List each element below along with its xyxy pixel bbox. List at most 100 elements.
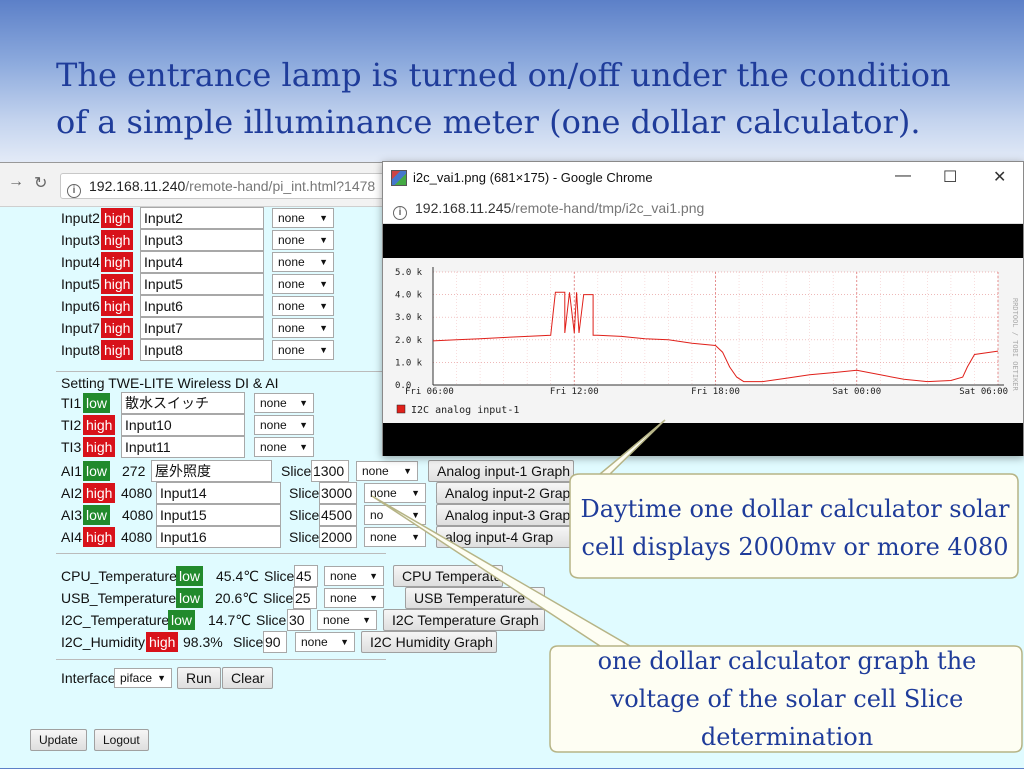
slice-field[interactable]: 1300 [311,460,349,482]
sensor-mode-select[interactable]: none ▼ [317,610,377,630]
ti-mode-select-value: none [260,440,287,454]
ai-name-field[interactable]: Input14 [156,482,281,504]
input-name-field[interactable]: Input7 [140,317,264,339]
slice-label: Slice [233,634,264,650]
input-mode-select[interactable]: none ▼ [272,318,334,338]
main-address-bar[interactable]: i 192.168.11.240/remote-hand/pi_int.html?… [60,173,390,199]
dropdown-arrow-icon: ▼ [411,488,420,498]
logout-button[interactable]: Logout [94,729,149,751]
slice-field[interactable]: 90 [263,631,287,653]
slice-field[interactable]: 4500 [319,504,357,526]
sensor-label: USB_Temperature [61,590,177,606]
maximize-icon[interactable]: ☐ [943,169,958,186]
input-name-field[interactable]: Input5 [140,273,264,295]
y-tick-label: 5.0 k [395,268,423,278]
ai-label: AI4 [61,529,83,545]
ti-mode-select[interactable]: none ▼ [254,437,314,457]
slice-label: Slice [263,590,294,606]
input-mode-select[interactable]: none ▼ [272,208,334,228]
sensor-mode-select-value: none [330,591,357,605]
sensor-graph-button[interactable]: I2C Humidity Graph [361,631,497,653]
input-name-field[interactable]: Input2 [140,207,264,229]
info-icon[interactable]: i [67,184,81,198]
section-divider [56,553,386,554]
back-arrow-icon[interactable]: → [8,173,24,190]
ti-mode-select[interactable]: none ▼ [254,393,314,413]
analog-graph-button[interactable]: Analog input-3 Grap [436,504,576,526]
minimize-icon[interactable]: — [895,167,911,184]
input-mode-select[interactable]: none ▼ [272,274,334,294]
x-tick-label: Fri 18:00 [691,387,740,397]
ai-value: 4080 [121,529,153,545]
interface-select[interactable]: piface ▼ [114,668,172,688]
update-button[interactable]: Update [30,729,87,751]
callout-top-text: Daytime one dollar calculator solar cell… [580,495,1010,561]
slice-field[interactable]: 2000 [319,526,357,548]
input-label: Input4 [61,254,100,270]
section-divider [56,659,386,660]
reload-icon[interactable]: ↻ [34,175,48,192]
sensor-graph-button[interactable]: CPU Temperatu [393,565,503,587]
x-tick-label: Sat 06:00 [959,387,1008,397]
ti-name-field[interactable]: Input11 [121,436,245,458]
ti-name-field[interactable]: Input10 [121,414,245,436]
ai-mode-select[interactable]: none ▼ [364,483,426,503]
input-row: Input7 high Input7 none ▼ [0,317,400,339]
ai-mode-select-value: none [370,486,397,500]
slice-field[interactable]: 45 [294,565,318,587]
slice-field[interactable]: 30 [287,609,311,631]
input-name-field[interactable]: Input8 [140,339,264,361]
ai-row: AI1 low 272 屋外照度 Slice 1300 none ▼ Analog input-… [0,460,580,482]
ai-mode-select[interactable]: no ▼ [364,505,426,525]
close-icon[interactable]: ✕ [993,169,1007,186]
ai-mode-select[interactable]: none ▼ [364,527,426,547]
ai-name-field[interactable]: 屋外照度 [151,460,272,482]
input-mode-select[interactable]: none ▼ [272,252,334,272]
state-badge: high [146,632,179,652]
sensor-value: 45.4℃ [216,568,259,584]
dropdown-arrow-icon: ▼ [369,593,378,603]
ai-mode-select[interactable]: none ▼ [356,461,418,481]
popup-address-bar[interactable]: i 192.168.11.245/remote-hand/tmp/i2c_vai1… [383,194,1023,224]
dropdown-arrow-icon: ▼ [319,257,328,267]
slice-field[interactable]: 25 [293,587,317,609]
slice-label: Slice [281,463,312,479]
state-badge: low [83,461,111,481]
ai-name-field[interactable]: Input16 [156,526,281,548]
clear-button[interactable]: Clear [222,667,274,689]
popup-info-icon[interactable]: i [393,206,407,220]
state-badge: high [101,208,134,228]
analog-graph-button[interactable]: alog input-4 Grap [436,526,576,548]
input-mode-select[interactable]: none ▼ [272,296,334,316]
input-name-field[interactable]: Input6 [140,295,264,317]
analog-graph-button[interactable]: Analog input-2 Grap [436,482,576,504]
input-row: Input4 high Input4 none ▼ [0,251,400,273]
input-name-field[interactable]: Input4 [140,251,264,273]
ti-row: TI1 low 散水スイッチ none ▼ [0,392,400,414]
input-row: Input3 high Input3 none ▼ [0,229,400,251]
sensor-mode-select[interactable]: none ▼ [324,566,384,586]
rrd-graph-image: 0.0 1.0 k 2.0 k 3.0 k 4.0 k 5.0 k Fri 06:00 Fri… [383,258,1023,423]
ti-mode-select[interactable]: none ▼ [254,415,314,435]
slice-field[interactable]: 3000 [319,482,357,504]
input-name-field[interactable]: Input3 [140,229,264,251]
sensor-mode-select[interactable]: none ▼ [324,588,384,608]
sensor-graph-button[interactable]: USB Temperature G [405,587,545,609]
dropdown-arrow-icon: ▼ [299,398,308,408]
input-mode-select[interactable]: none ▼ [272,340,334,360]
interface-label: Interface [61,670,116,686]
ai-name-field[interactable]: Input15 [156,504,281,526]
sensor-row: I2C_Humidity high 98.3% Slice 90 none ▼ I2C Hum… [0,631,580,653]
input-mode-select-value: none [278,233,305,247]
input-mode-select-value: none [278,343,305,357]
slice-label: Slice [289,507,320,523]
input-mode-select[interactable]: none ▼ [272,230,334,250]
input-mode-select-value: none [278,277,305,291]
analog-graph-button[interactable]: Analog input-1 Graph [428,460,574,482]
ti-name-field[interactable]: 散水スイッチ [121,392,245,414]
sensor-mode-select[interactable]: none ▼ [295,632,355,652]
ai-label: AI2 [61,485,83,501]
sensor-graph-button[interactable]: I2C Temperature Graph [383,609,545,631]
ti-label: TI2 [61,417,82,433]
run-button[interactable]: Run [177,667,221,689]
